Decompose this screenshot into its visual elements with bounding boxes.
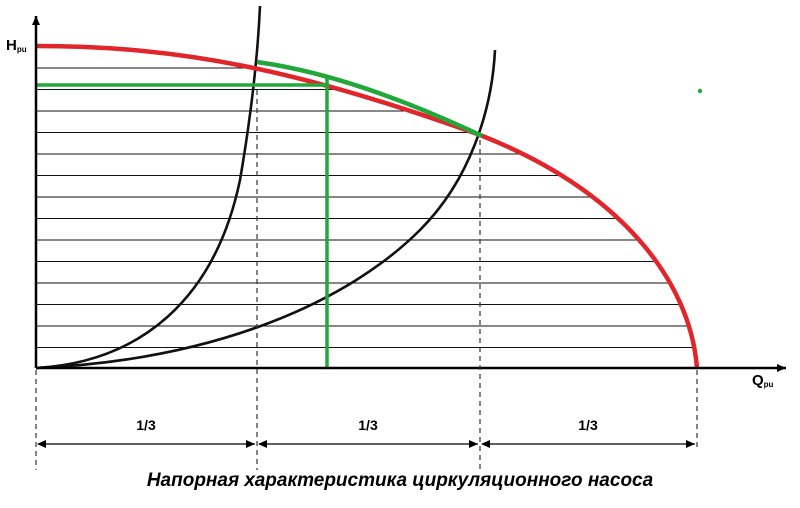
hatching-lines [36, 67, 697, 349]
segment-label-1: 1/3 [136, 417, 156, 433]
system-curve-steep [35, 5, 262, 370]
diagram-caption: Напорная характеристика циркуляционного … [146, 470, 654, 491]
segment-label-3: 1/3 [578, 417, 598, 433]
operating-zone-curve [256, 59, 483, 139]
division-lines [35, 90, 698, 470]
system-curve-flat [35, 49, 497, 370]
x-axis-label: Qpu [752, 372, 774, 389]
segment-label-2: 1/3 [358, 417, 378, 433]
y-axis-label: Hpu [6, 37, 27, 54]
pump-curve [35, 43, 700, 369]
stray-dot [697, 88, 703, 94]
